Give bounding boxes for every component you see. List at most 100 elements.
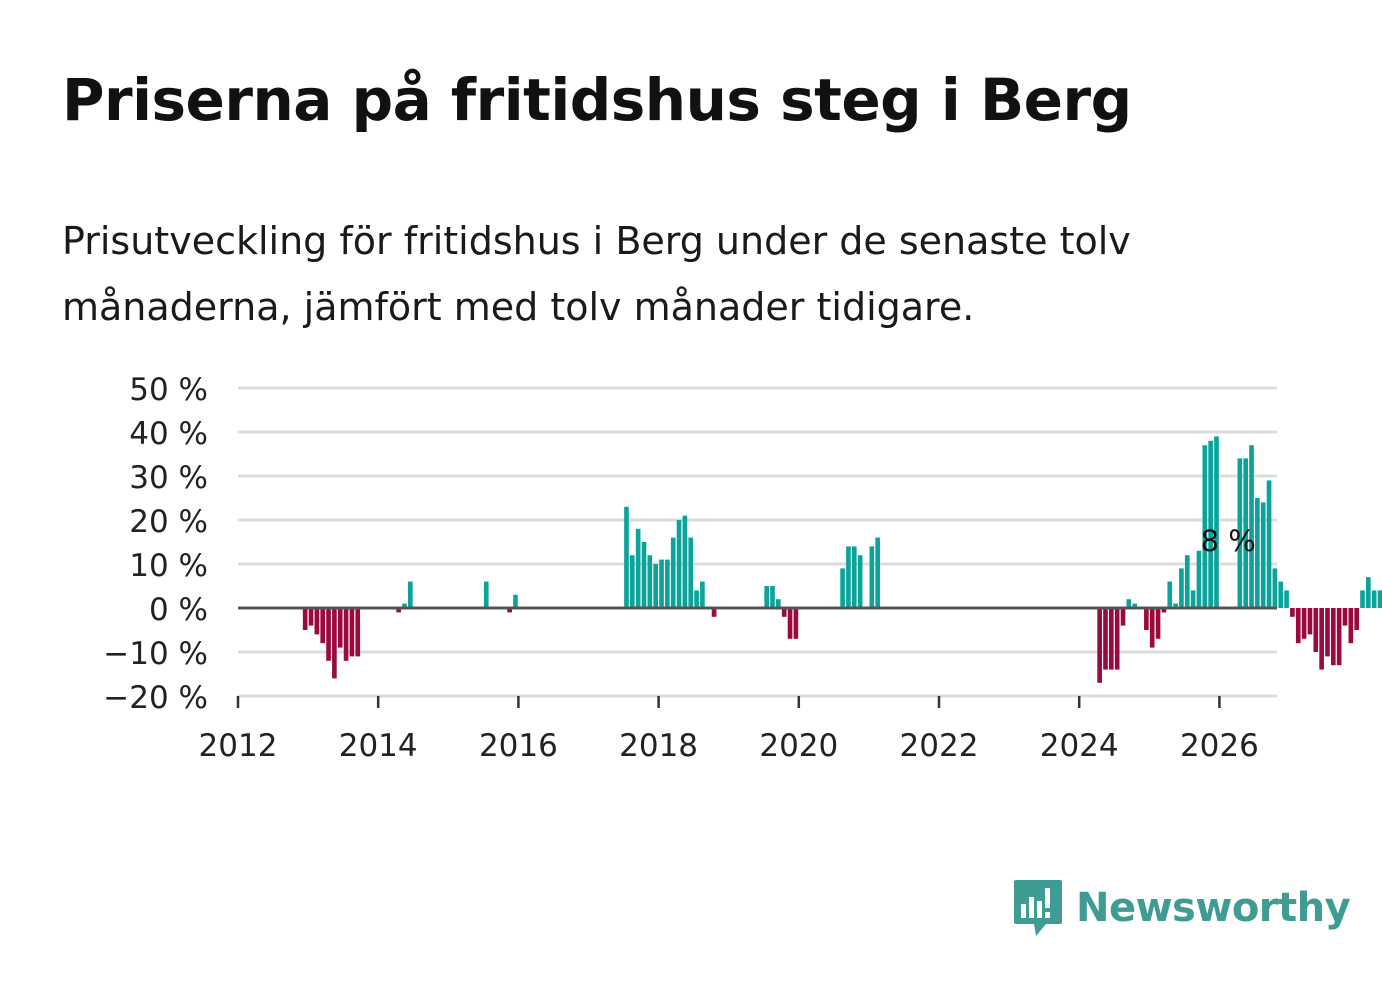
bar [332,608,337,679]
bar [1278,581,1284,608]
bar [1184,555,1190,608]
bar [770,586,775,608]
bar [402,603,407,608]
bar [635,528,641,608]
y-tick-label: 50 % [129,372,208,408]
chart-title: Priserna på fritidshus steg i Berg [62,66,1132,134]
bar [326,608,331,661]
bar [1325,608,1330,657]
bar [1167,581,1173,608]
bar [1126,599,1132,608]
bar [1149,608,1155,648]
bar [1190,590,1196,608]
bar [320,608,326,644]
bar [1354,608,1359,630]
bar [355,608,361,657]
x-tick-label: 2016 [479,728,558,764]
y-tick-label: 10 % [129,548,208,584]
bar [1307,608,1313,635]
y-tick-label: 40 % [129,416,208,452]
x-tick-label: 2012 [199,728,278,764]
bar [1120,608,1126,626]
bar [1260,502,1266,608]
bar [513,594,518,608]
bar [1342,608,1348,626]
bar [1272,568,1278,608]
bar [396,608,401,613]
bar [694,590,699,608]
bar [1202,445,1208,608]
bars [302,436,1382,683]
y-tick-label: 20 % [129,504,208,540]
bar [1161,608,1167,613]
bar [875,537,880,608]
bar [776,599,781,608]
bar [1132,603,1138,608]
bar [764,586,769,608]
bar [1360,590,1365,608]
brand-name: Newsworthy [1076,885,1351,931]
bar [1208,440,1213,608]
bar [302,608,308,630]
bar [682,515,688,608]
bar [1173,603,1178,608]
bar [670,537,676,608]
bar [1196,550,1202,608]
bar [483,581,489,608]
bar [1179,568,1184,608]
bar [1214,436,1219,608]
x-tick-label: 2022 [900,728,979,764]
gridlines [238,386,1277,698]
bar [793,608,799,639]
bar [308,608,314,626]
bar [1114,608,1120,670]
bar [647,555,653,608]
bar [1336,608,1342,666]
bar [1348,608,1354,644]
x-tick-label: 2018 [619,728,698,764]
annotation-label: 8 % [1201,524,1256,558]
bar [700,581,705,608]
bar [408,581,413,608]
y-tick-label: 30 % [129,460,208,496]
y-axis-labels: 50 % 40 % 30 % 20 % 10 % 0 % −10 % −20 % [103,372,208,716]
bar [1255,498,1260,608]
bar [1249,445,1254,608]
bar [641,542,647,608]
bar [1313,608,1319,652]
y-tick-label: −10 % [103,636,208,672]
bar [337,608,343,648]
bar [840,568,845,608]
bar [659,559,664,608]
bar [507,608,512,613]
x-tick-label: 2020 [759,728,838,764]
bar [1097,608,1102,683]
bar [1290,608,1295,617]
bar [1144,608,1149,630]
bar [787,608,793,639]
bar [869,546,875,608]
bar [1366,577,1371,608]
bar [1330,608,1336,666]
bar [1295,608,1301,644]
bar [629,555,635,608]
bar [653,564,658,608]
newsworthy-logo: Newsworthy [1012,878,1351,938]
bar [1243,458,1249,608]
bar [1284,590,1289,608]
bar [1301,608,1307,639]
bar [846,546,851,608]
bar [349,608,355,657]
y-tick-label: 0 % [149,592,208,628]
bar [711,608,717,617]
bar [1377,590,1382,608]
bar [624,506,629,608]
bar [688,537,694,608]
bar [1371,590,1377,608]
bar [1103,608,1108,670]
bar [1266,480,1272,608]
bar [851,546,857,608]
bar [676,520,682,608]
x-tick-label: 2014 [339,728,418,764]
